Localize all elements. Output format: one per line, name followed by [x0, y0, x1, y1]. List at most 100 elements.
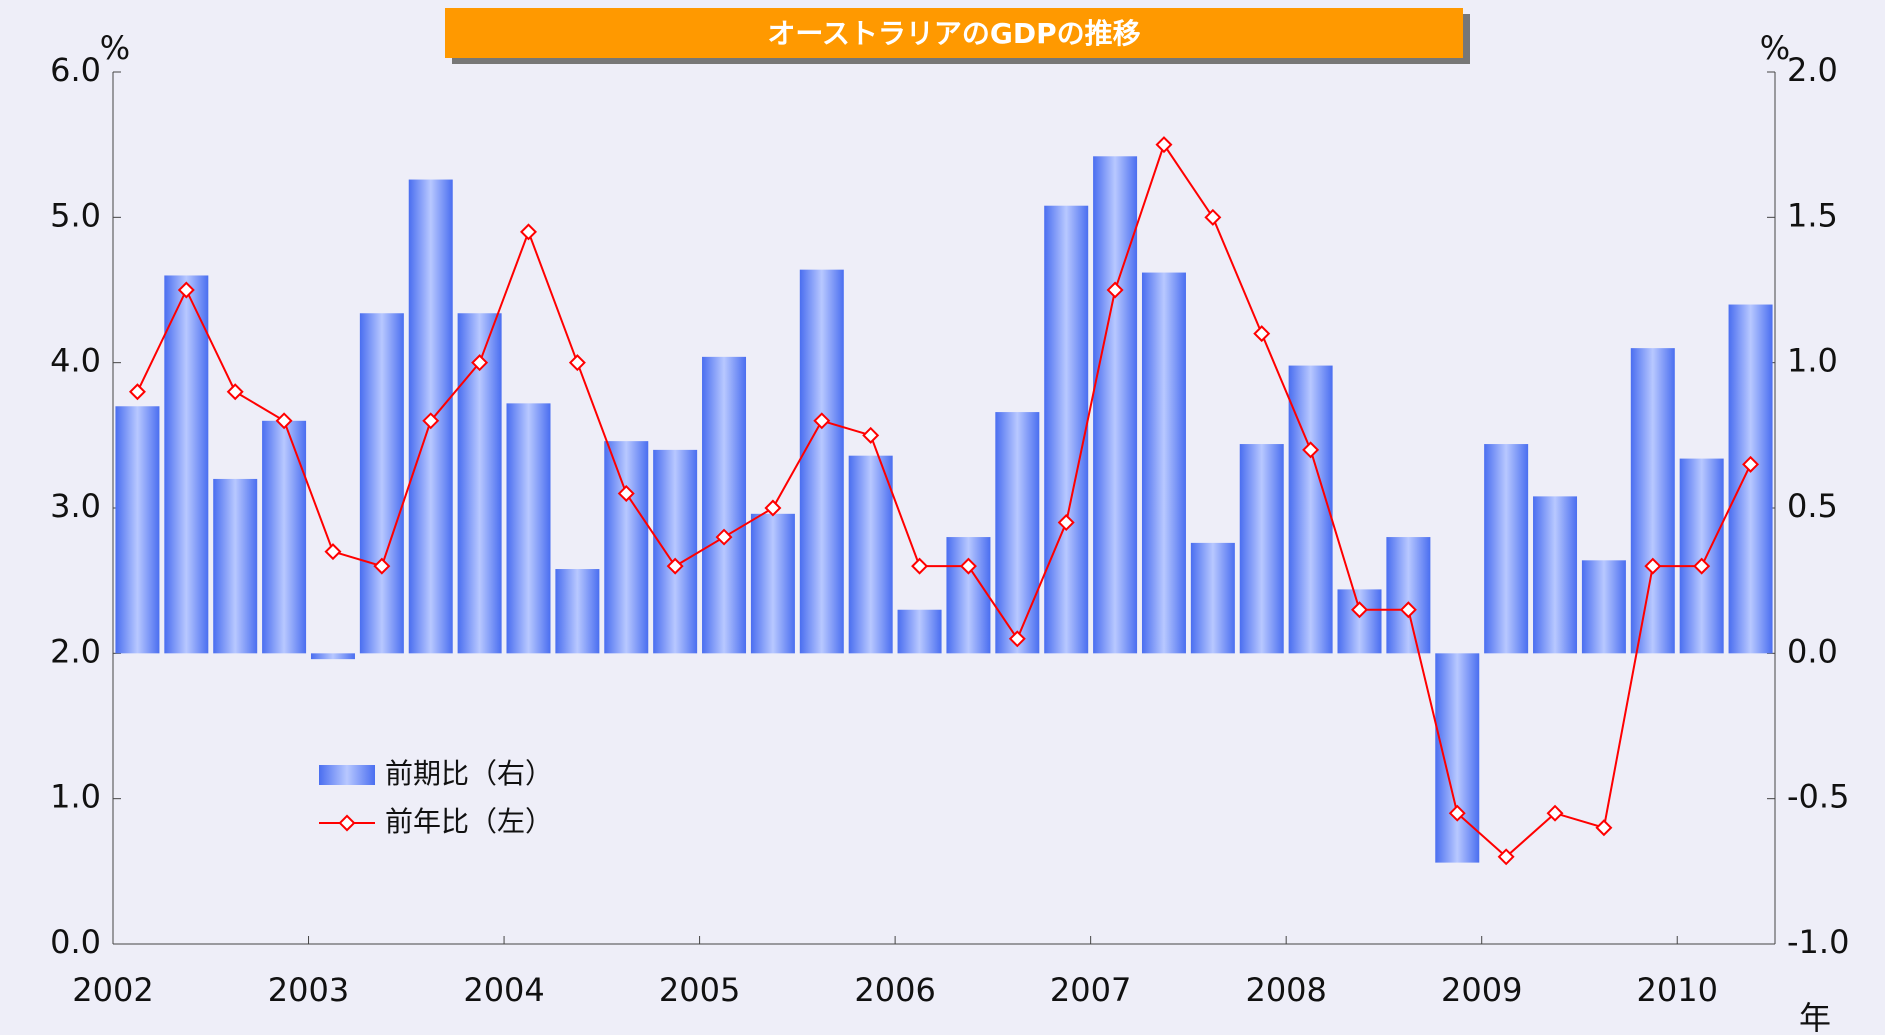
- bar: [262, 420, 307, 654]
- line-marker: [715, 528, 733, 546]
- y-tick-label: 0.0: [50, 923, 101, 961]
- bar: [1484, 444, 1529, 654]
- bar: [799, 269, 844, 654]
- line-marker: [813, 412, 831, 430]
- line-marker: [1448, 804, 1466, 822]
- x-tick-label: 2008: [1245, 971, 1326, 1009]
- line-marker: [520, 223, 537, 241]
- line-marker: [1204, 208, 1222, 226]
- y-tick-label: 4.0: [50, 342, 101, 380]
- bar: [115, 406, 160, 654]
- chart-title: オーストラリアのGDPの推移: [767, 17, 1140, 50]
- x-tick-label: 2003: [268, 971, 349, 1009]
- line-marker: [1644, 557, 1662, 575]
- y-tick-label: 5.0: [50, 196, 101, 234]
- line-marker: [1302, 441, 1320, 459]
- y2-tick-label: -0.5: [1787, 778, 1849, 816]
- bar: [1386, 537, 1431, 654]
- bar: [604, 441, 649, 654]
- bar: [506, 403, 551, 654]
- x-tick-label: 2009: [1441, 971, 1522, 1009]
- y-tick-label: 1.0: [50, 778, 101, 816]
- x-unit: 年: [1799, 999, 1831, 1035]
- y-tick-label: 6.0: [50, 51, 101, 89]
- legend-label: 前年比（左）: [385, 805, 553, 838]
- line-marker: [1057, 514, 1075, 532]
- bar: [1044, 205, 1089, 654]
- line-marker: [1497, 848, 1515, 866]
- bar: [1141, 272, 1186, 654]
- y2-tick-label: 2.0: [1787, 51, 1838, 89]
- bar: [897, 609, 942, 654]
- bar: [1435, 653, 1480, 863]
- bar: [359, 313, 404, 654]
- bar: [1581, 560, 1626, 654]
- line-marker: [324, 543, 342, 561]
- legend-swatch: [319, 765, 375, 785]
- bar: [1533, 496, 1578, 654]
- line-marker: [617, 484, 635, 502]
- line-marker: [226, 383, 244, 401]
- line: [136, 142, 1752, 859]
- legend-marker: [338, 814, 356, 832]
- line-marker: [911, 557, 929, 575]
- line-marker: [1546, 804, 1564, 822]
- bar: [653, 449, 698, 654]
- y-unit: %: [100, 29, 130, 67]
- bar: [1288, 365, 1333, 654]
- x-tick-label: 2006: [854, 971, 935, 1009]
- y2-unit: %: [1760, 29, 1790, 67]
- bar: [1337, 589, 1382, 654]
- line-marker: [1742, 455, 1760, 473]
- line-marker: [128, 383, 146, 401]
- title-box: [445, 8, 1463, 58]
- line-marker: [959, 557, 977, 575]
- line-marker: [1253, 325, 1271, 343]
- line-marker: [373, 557, 391, 575]
- bar: [1630, 348, 1675, 654]
- line-marker: [568, 354, 586, 372]
- bar: [164, 275, 209, 654]
- bar: [310, 653, 355, 660]
- bar: [1093, 156, 1138, 654]
- y2-tick-label: 1.0: [1787, 342, 1838, 380]
- bar: [1190, 542, 1235, 654]
- line-marker: [422, 412, 440, 430]
- bar: [1679, 458, 1724, 654]
- line-marker: [1595, 819, 1613, 837]
- x-tick-label: 2004: [463, 971, 544, 1009]
- line-marker: [471, 354, 489, 372]
- bar: [848, 455, 893, 654]
- line-marker: [1351, 601, 1368, 619]
- line-marker: [1155, 136, 1173, 154]
- y-tick-label: 3.0: [50, 487, 101, 525]
- bar: [750, 513, 795, 654]
- line-marker: [666, 557, 684, 575]
- x-tick-label: 2005: [659, 971, 740, 1009]
- y2-tick-label: 1.5: [1787, 196, 1838, 234]
- line-marker: [764, 499, 782, 517]
- line-marker: [1399, 601, 1417, 619]
- y2-tick-label: 0.5: [1787, 487, 1838, 525]
- x-tick-label: 2010: [1637, 971, 1718, 1009]
- x-tick-label: 2007: [1050, 971, 1131, 1009]
- line-marker: [1693, 557, 1711, 575]
- line-marker: [1008, 630, 1026, 648]
- y-tick-label: 2.0: [50, 632, 101, 670]
- bar: [1239, 444, 1284, 654]
- x-tick-label: 2002: [72, 971, 153, 1009]
- line-marker: [1106, 281, 1124, 299]
- line-marker: [862, 426, 880, 444]
- line-marker: [177, 281, 195, 299]
- bar: [555, 569, 600, 654]
- bar: [946, 537, 991, 654]
- bar: [213, 478, 258, 654]
- line-marker: [275, 412, 293, 430]
- bar: [1728, 304, 1773, 654]
- legend-label: 前期比（右）: [385, 757, 553, 790]
- bar: [702, 356, 747, 654]
- y2-tick-label: 0.0: [1787, 632, 1838, 670]
- bar: [995, 412, 1040, 654]
- y2-tick-label: -1.0: [1787, 923, 1849, 961]
